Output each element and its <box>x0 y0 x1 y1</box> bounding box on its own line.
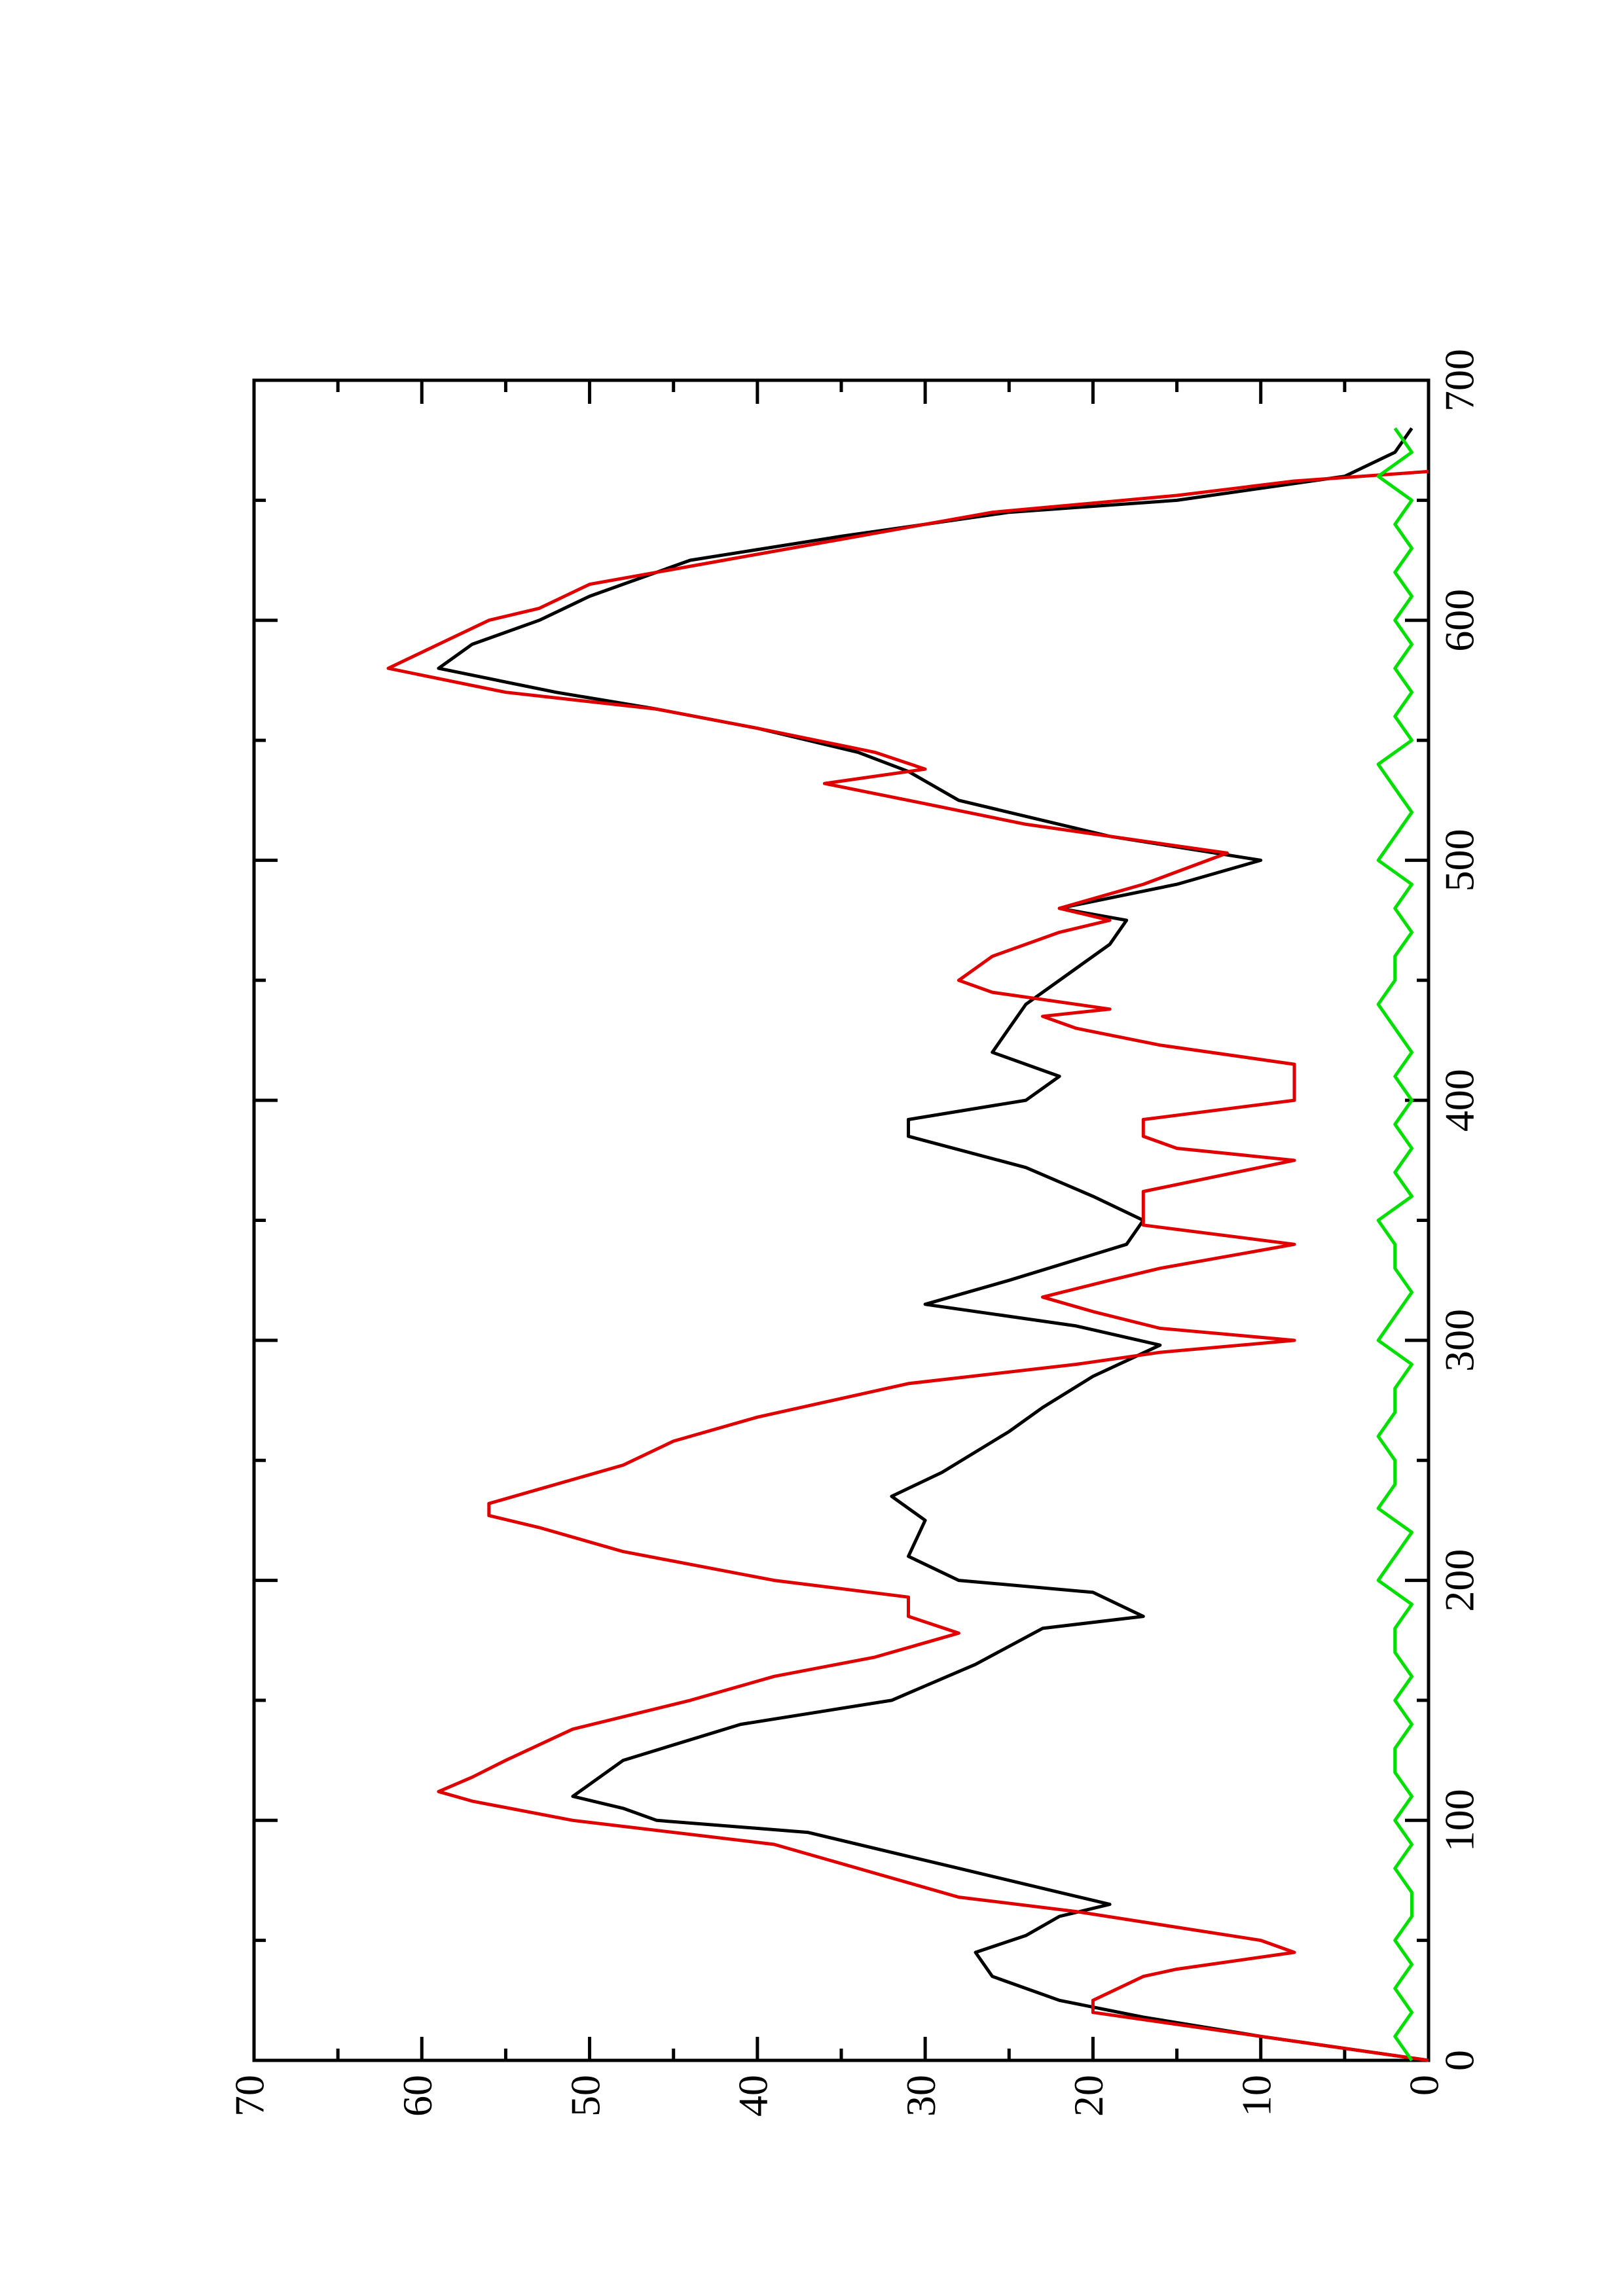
y-tick-label: 0 <box>1401 2075 1448 2096</box>
x-tick-label: 200 <box>1436 1549 1483 1612</box>
x-tick-label: 100 <box>1436 1789 1483 1852</box>
y-tick-label: 40 <box>730 2075 776 2117</box>
y-tick-label: 30 <box>898 2075 944 2117</box>
x-tick-label: 700 <box>1436 349 1483 412</box>
x-tick-label: 500 <box>1436 829 1483 891</box>
y-tick-label: 20 <box>1065 2075 1112 2117</box>
series-line <box>437 427 1429 2062</box>
y-tick-label: 60 <box>394 2075 441 2117</box>
y-tick-label: 50 <box>562 2075 608 2117</box>
series-line <box>386 469 1429 2062</box>
x-tick-label: 300 <box>1436 1309 1483 1372</box>
y-tick-label: 10 <box>1233 2075 1279 2117</box>
plot-frame <box>252 378 1431 2062</box>
x-tick-label: 400 <box>1436 1069 1483 1132</box>
x-tick-label: 0 <box>1436 2050 1483 2071</box>
y-tick-label: 70 <box>227 2075 273 2117</box>
x-tick-label: 600 <box>1436 589 1483 652</box>
series-line <box>1376 427 1413 2062</box>
